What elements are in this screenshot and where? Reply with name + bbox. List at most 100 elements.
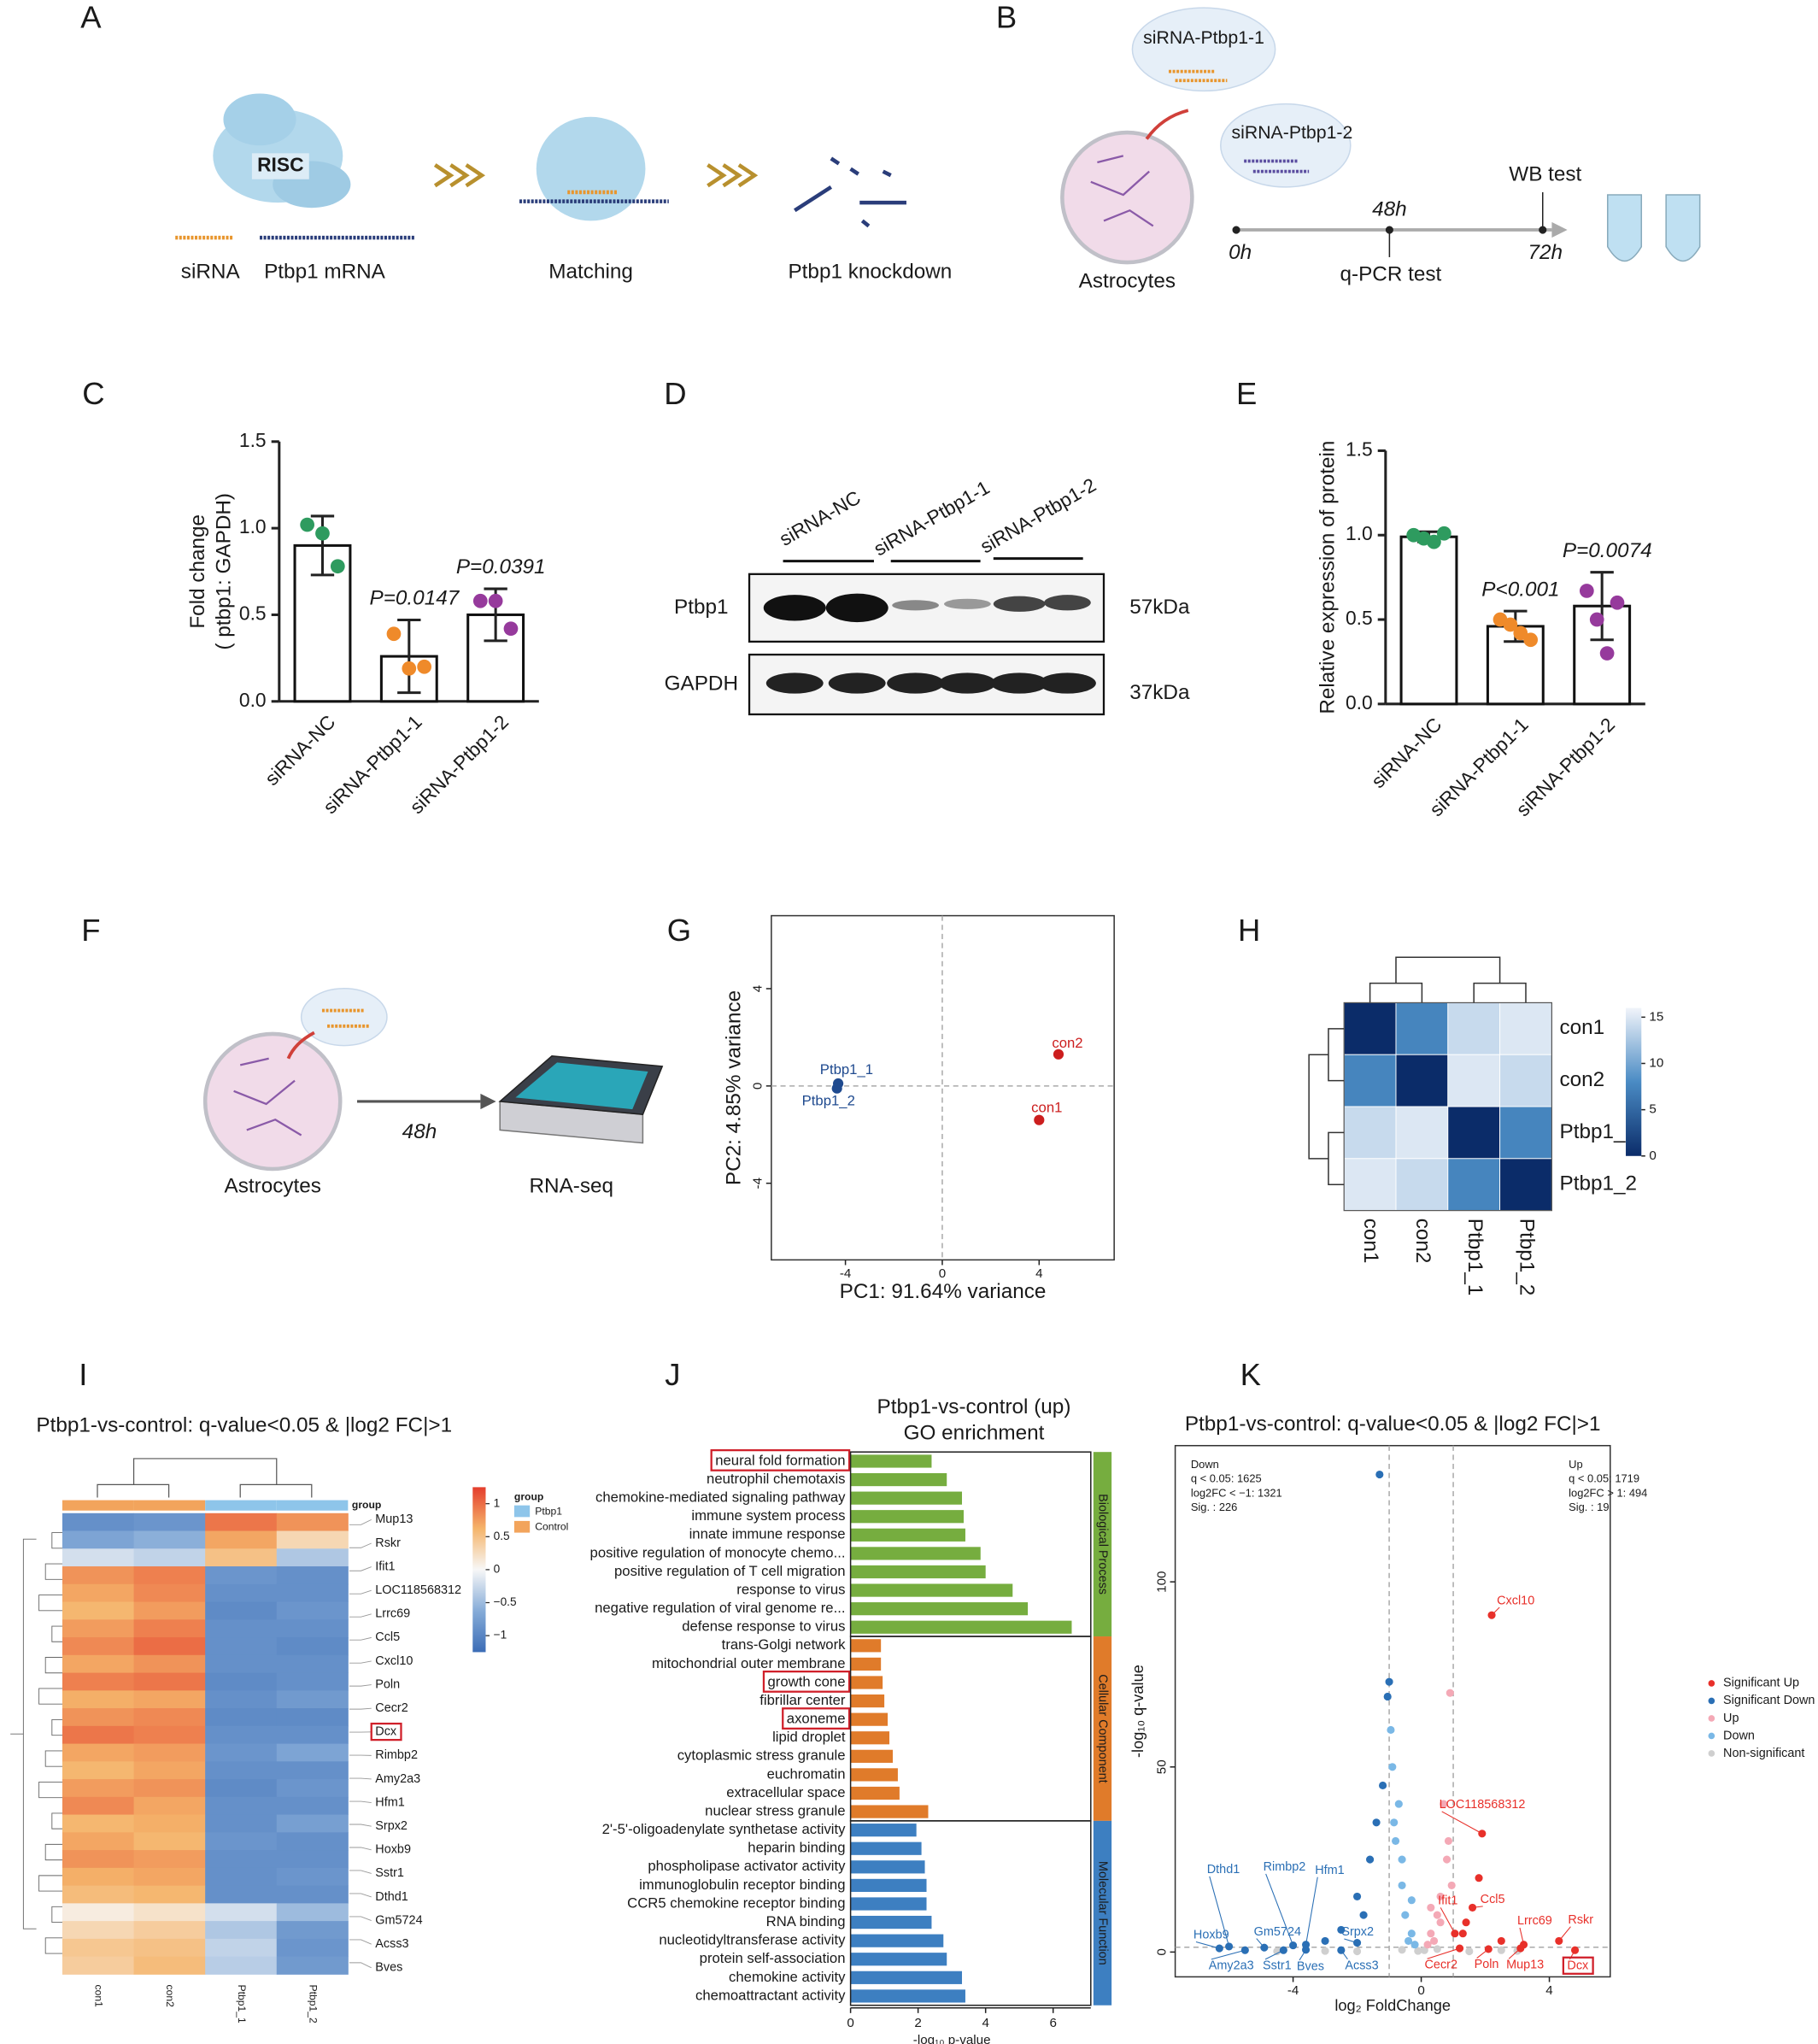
leader-line [349, 1893, 372, 1898]
bar [850, 1878, 927, 1893]
point-label: Mup13 [1506, 1959, 1544, 1972]
leader-line [1558, 1926, 1571, 1941]
label: siRNA-Ptbp1-1 [1143, 27, 1264, 48]
data-point [1503, 617, 1518, 632]
colorbar-label: 1 [494, 1496, 501, 1509]
y-tick-label: 0.5 [1346, 607, 1373, 629]
point-label: Dthd1 [1207, 1863, 1240, 1877]
band [1038, 673, 1096, 694]
heatmap-cell [276, 1601, 349, 1620]
point-label: Amy2a3 [1209, 1959, 1254, 1972]
leader-line [1472, 1906, 1483, 1908]
data-point [1475, 1874, 1483, 1882]
bar [850, 1620, 1072, 1634]
data-point [1398, 1881, 1406, 1889]
data-point [1433, 1911, 1441, 1919]
p-value: P<0.001 [1481, 578, 1559, 601]
arrow [1145, 109, 1189, 140]
label: RISC [257, 154, 303, 176]
label: GAPDH [665, 672, 738, 695]
heatmap-cell [1395, 1001, 1449, 1055]
label: RNA-seq [530, 1175, 614, 1198]
legend-marker [1708, 1680, 1715, 1687]
leader-line [349, 1636, 372, 1641]
legend-marker [1708, 1732, 1715, 1740]
heatmap-cell [62, 1779, 135, 1798]
highlight-box [782, 1707, 851, 1730]
heatmap-cell [205, 1903, 278, 1922]
x-tick-label: 6 [1049, 2016, 1056, 2030]
y-tick-label: 100 [1154, 1571, 1169, 1592]
heatmap-cell [205, 1725, 278, 1745]
y-tick-label: 1.5 [1346, 438, 1373, 460]
band [944, 598, 991, 609]
label: Ptbp1 mRNA [264, 261, 386, 284]
gene-label: Sstr1 [375, 1866, 404, 1880]
chart-title: Ptbp1-vs-control: q-value<0.05 & |log2 F… [36, 1413, 452, 1436]
label: WB test [1509, 163, 1581, 186]
point-label: Dcx [1567, 1959, 1589, 1972]
label: 48h [1372, 198, 1407, 221]
data-point [1407, 1929, 1416, 1938]
term-label: cytoplasmic stress granule [677, 1747, 846, 1764]
data-point [1427, 534, 1441, 549]
term-label: fibrillar center [759, 1692, 846, 1708]
data-point [300, 517, 314, 532]
column-label: con2 [1411, 1219, 1434, 1264]
data-point [402, 661, 417, 676]
chart-title: Ptbp1-vs-control (up) [877, 1395, 1071, 1418]
heatmap-cell [205, 1690, 278, 1709]
heatmap-cell [276, 1566, 349, 1585]
data-point [503, 621, 519, 637]
data-point [1289, 1941, 1298, 1950]
colorbar-label: 15 [1649, 1009, 1663, 1024]
heatmap-cell [62, 1761, 135, 1780]
heatmap-cell [62, 1654, 135, 1674]
label: Matching [548, 261, 633, 284]
data-point [1321, 1936, 1329, 1945]
heatmap-cell [276, 1672, 349, 1691]
band [763, 595, 826, 621]
bar [850, 1639, 882, 1653]
point-label: Ifit1 [1438, 1894, 1457, 1908]
heatmap-cell [62, 1601, 135, 1620]
label: siRNA [181, 261, 241, 284]
heatmap-cell [62, 1885, 135, 1904]
data-point [1513, 626, 1528, 641]
colorbar-label: −1 [494, 1629, 507, 1642]
band [892, 600, 939, 611]
term-label: 2'-5'-oligoadenylate synthetase activity [602, 1821, 847, 1837]
cells [233, 1057, 302, 1137]
heatmap-cell [133, 1601, 206, 1620]
point-label: Ccl5 [1481, 1893, 1505, 1906]
heatmap-cell [205, 1672, 278, 1691]
leader-line [1265, 1873, 1294, 1946]
heatmap-cell [276, 1708, 349, 1727]
leader-line [1476, 1948, 1489, 1959]
leader-line [349, 1824, 372, 1827]
heatmap-cell [1447, 1106, 1501, 1160]
label: 48h [402, 1120, 437, 1143]
term-label: axoneme [787, 1711, 846, 1727]
leader-line [349, 1684, 372, 1687]
heatmap-cell [205, 1619, 278, 1638]
data-point [1446, 1689, 1454, 1697]
heatmap-cell [133, 1956, 206, 1975]
heatmap-cell [62, 1725, 135, 1745]
y-tick-label: 4 [751, 985, 765, 992]
matching-blob [536, 116, 646, 221]
heatmap-cell [133, 1814, 206, 1833]
label: Astrocytes [1079, 269, 1176, 292]
data-point [330, 559, 345, 574]
leader-line [1264, 1949, 1284, 1960]
column-label: Ptbp1_1 [236, 1985, 248, 2023]
point-label: LOC118568312 [1440, 1798, 1526, 1812]
band [938, 673, 996, 694]
bar [850, 1583, 1013, 1597]
heatmap-cell [276, 1885, 349, 1904]
risc-blob [223, 93, 296, 146]
colorbar-label: 10 [1649, 1056, 1663, 1071]
leader-line [1299, 1949, 1307, 1961]
data-point [1579, 584, 1594, 598]
bar [850, 1510, 964, 1524]
